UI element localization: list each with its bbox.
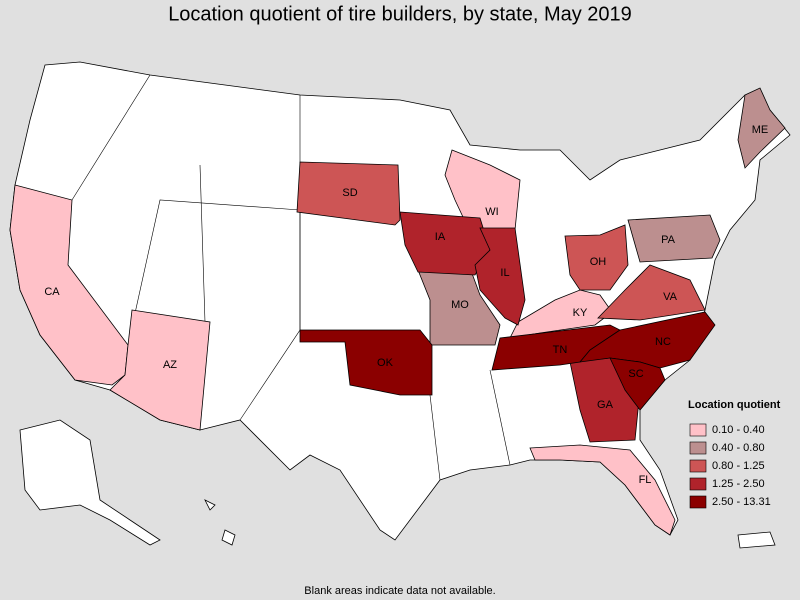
state-label: KY (573, 307, 588, 319)
state-label: GA (597, 399, 614, 411)
state-label: FL (639, 474, 652, 486)
state-region (296, 161, 401, 226)
state-borders (71, 74, 151, 201)
hawaii (204, 499, 216, 511)
legend-swatch (689, 423, 707, 437)
state-region (737, 87, 786, 169)
legend-label: 1.25 - 2.50 (712, 478, 765, 490)
state-region (529, 444, 676, 536)
data-states: CA AZ WI KY FL ME PA MO SD OH VA IA IL GA TN OK NC SC (9, 87, 786, 536)
legend-label: 2.50 - 13.31 (712, 496, 771, 508)
legend-swatch (689, 477, 707, 491)
legend-swatch (689, 495, 707, 509)
legend-label: 0.80 - 1.25 (712, 460, 765, 472)
state-region (474, 227, 526, 326)
legend-label: 0.40 - 0.80 (712, 442, 765, 454)
state-region (9, 184, 129, 386)
hawaii (221, 529, 236, 546)
state-region (564, 224, 629, 291)
alaska (19, 419, 161, 546)
legend: 0.10 - 0.40 0.40 - 0.80 0.80 - 1.25 1.25 - … (689, 423, 771, 509)
state-label: NC (655, 336, 671, 348)
state-label: CA (44, 286, 60, 298)
state-label: IL (500, 267, 509, 279)
state-region (627, 214, 721, 263)
state-region (299, 329, 433, 396)
state-label: TN (553, 344, 568, 356)
state-label: ME (752, 124, 769, 136)
state-region (109, 309, 211, 431)
state-label: IA (435, 231, 446, 243)
map-title: Location quotient of tire builders, by s… (168, 3, 632, 25)
legend-swatch (689, 441, 707, 455)
legend-label: 0.10 - 0.40 (712, 424, 765, 436)
state-label: SC (628, 368, 643, 380)
state-borders (429, 394, 441, 481)
state-borders (489, 369, 511, 466)
state-region (399, 211, 491, 276)
state-label: SD (342, 187, 357, 199)
state-label: WI (485, 206, 498, 218)
state-label: AZ (163, 359, 177, 371)
legend-swatch (689, 459, 707, 473)
footnote: Blank areas indicate data not available. (304, 585, 495, 597)
state-label: VA (663, 291, 678, 303)
state-borders (199, 164, 206, 323)
state-label: OH (590, 256, 607, 268)
state-region (609, 357, 666, 411)
legend-title: Location quotient (688, 399, 781, 411)
state-region (597, 264, 706, 321)
puerto-rico (737, 531, 776, 549)
state-label: OK (377, 357, 394, 369)
state-label: PA (661, 234, 676, 246)
state-label: MO (451, 299, 469, 311)
